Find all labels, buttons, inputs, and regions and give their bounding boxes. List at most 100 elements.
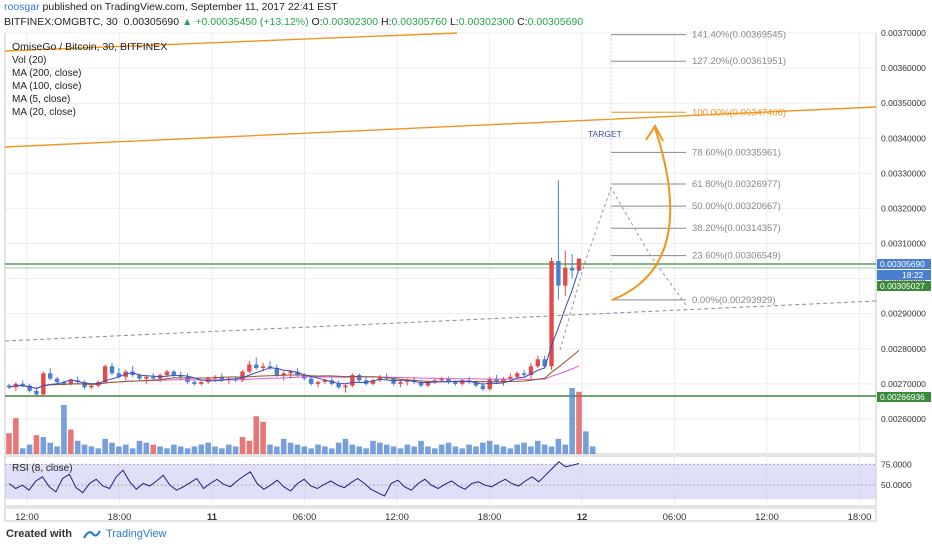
ma-line-5 (8, 268, 580, 389)
fib-level-label: 127.20%(0.00361951) (692, 56, 786, 67)
volume-bar (493, 444, 500, 454)
volume-bar (342, 438, 349, 454)
y-tick-label: 0.00360000 (881, 63, 926, 73)
candle-body (178, 375, 183, 377)
candle-body (556, 261, 561, 286)
volume-bar (287, 442, 294, 454)
volume-bar (452, 446, 459, 454)
volume-bar (129, 448, 136, 454)
candle-body (192, 382, 197, 384)
volume-bar (253, 416, 260, 454)
candle-body (116, 373, 122, 377)
high-value: 0.00305760 (391, 16, 448, 28)
candle-body (260, 366, 266, 369)
rsi-tick-label: 50.0000 (881, 480, 912, 490)
volume-bar (308, 448, 314, 454)
candle-body (398, 382, 403, 384)
volume-bar (562, 444, 569, 454)
x-tick-label: 12:00 (755, 512, 779, 523)
volume-bar (589, 446, 596, 454)
indicator-ma200[interactable]: MA (200, close) (12, 68, 82, 79)
fib-level-label: 0.00%(0.00293929) (692, 295, 775, 306)
price-tag-bg (877, 259, 931, 269)
volume-bar (19, 448, 26, 454)
volume-bar (74, 440, 81, 454)
author-link[interactable]: roosgar (4, 1, 40, 13)
candle-body (377, 376, 383, 381)
volume-bar (47, 442, 54, 454)
volume-bar (109, 442, 115, 454)
candle-body (82, 382, 87, 388)
candle-body (569, 268, 575, 271)
volume-bar (370, 440, 376, 454)
volume-bar (383, 444, 390, 454)
candle-body (336, 383, 341, 388)
candle-body (171, 371, 177, 376)
volume-bar (102, 438, 108, 454)
symbol-line: BITFINEX:OMGBTC, 30 0.00305690 ▲ +0.0003… (4, 16, 583, 28)
low-label: L: (449, 16, 459, 28)
low-value: 0.00302300 (458, 16, 515, 28)
candle-body (576, 258, 582, 271)
volume-bar (191, 446, 198, 454)
candle-body (6, 385, 12, 388)
x-tick-label: 06:00 (663, 512, 687, 523)
high-label: H: (381, 16, 392, 28)
volume-bar (466, 444, 472, 454)
candle-body (370, 380, 376, 384)
indicator-ma5[interactable]: MA (5, close) (12, 94, 71, 105)
indicator-ma20[interactable]: MA (20, close) (12, 107, 76, 118)
y-tick-label: 0.00350000 (881, 98, 926, 108)
candle-body (295, 371, 300, 376)
indicator-vol[interactable]: Vol (20) (12, 55, 47, 66)
candle-body (20, 383, 25, 386)
y-tick-label: 0.00290000 (881, 309, 926, 319)
candle-body (54, 378, 60, 383)
volume-bar (404, 444, 411, 454)
candle-body (274, 368, 280, 376)
tradingview-brand[interactable]: TradingView (105, 528, 167, 540)
candle-body (425, 382, 431, 386)
candle-body (247, 364, 252, 372)
volume-bar (198, 444, 205, 454)
volume-bar (534, 440, 541, 454)
y-tick-label: 0.00340000 (881, 133, 926, 143)
rsi-title[interactable]: RSI (8, close) (12, 463, 73, 474)
candle-body (528, 366, 534, 376)
volume-bar (246, 440, 253, 454)
indicator-ma100[interactable]: MA (100, close) (12, 81, 82, 92)
publish-info: published on TradingView.com, September … (42, 1, 338, 13)
rsi-tick-label: 75.0000 (881, 459, 912, 469)
volume-bar (232, 446, 239, 454)
volume-bar (335, 442, 342, 454)
open-value: 0.00302300 (322, 16, 379, 28)
created-with: Created with (6, 528, 73, 540)
y-tick-label: 0.00320000 (881, 203, 926, 213)
volume-bar (377, 442, 383, 454)
candle-body (27, 385, 32, 391)
candle-body (350, 375, 355, 386)
candle-body (254, 364, 259, 369)
volume-bar (315, 444, 321, 454)
candle-body (130, 371, 135, 376)
fib-level-label: 23.60%(0.00306549) (692, 251, 781, 262)
candle-body (322, 380, 328, 383)
volume-bar (33, 435, 40, 454)
candle-body (68, 380, 74, 384)
symbol-name: BITFINEX:OMGBTC, 30 (4, 16, 118, 28)
volume-bar (260, 421, 266, 454)
fib-level-label: 141.40%(0.00369545) (692, 30, 786, 41)
open-label: O: (311, 16, 323, 28)
volume-bar (528, 446, 534, 454)
candle-body (405, 380, 410, 383)
x-tick-label: 18:00 (108, 512, 132, 523)
volume-bar (301, 446, 308, 454)
volume-bar (225, 444, 232, 454)
candle-body (563, 268, 568, 286)
candle-body (418, 382, 424, 386)
upper-trendline (4, 32, 458, 52)
volume-bar (95, 448, 102, 454)
volume-bar (541, 444, 548, 454)
volume-bar (576, 391, 582, 454)
